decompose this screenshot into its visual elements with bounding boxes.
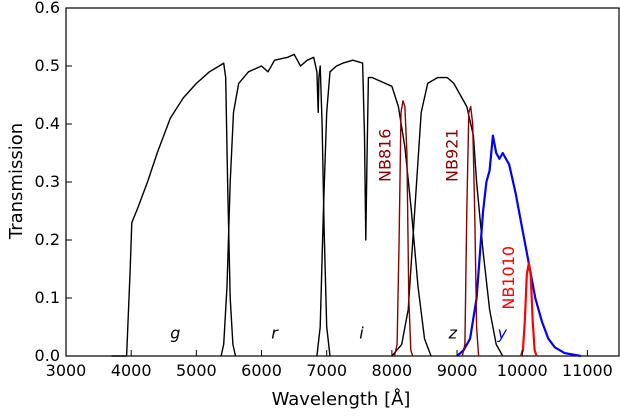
- y-tick-label: 0.6: [35, 0, 60, 17]
- x-tick-label: 11000: [562, 361, 613, 380]
- x-axis: 3000 4000 5000 6000 7000 8000 9000 10000 11000: [46, 350, 613, 380]
- label-z: z: [448, 324, 458, 343]
- y-axis-label: Transmission: [6, 123, 27, 240]
- curve-z: [391, 76, 504, 357]
- y-tick-label: 0.4: [35, 114, 60, 133]
- y-axis: 0.0 0.1 0.2 0.3 0.4 0.5 0.6: [35, 0, 72, 365]
- label-nb1010: NB1010: [499, 246, 518, 310]
- label-nb921: NB921: [443, 129, 462, 182]
- label-r: r: [271, 324, 279, 343]
- curve-i: [316, 59, 432, 357]
- curve-nb816: [393, 100, 414, 357]
- x-tick-label: 9000: [437, 361, 478, 380]
- y-tick-label: 0.3: [35, 172, 60, 191]
- y-tick-label: 0.2: [35, 230, 60, 249]
- x-tick-label: 4000: [111, 361, 152, 380]
- label-nb816: NB816: [376, 129, 395, 182]
- y-tick-label: 0.1: [35, 288, 60, 307]
- label-g: g: [170, 324, 180, 343]
- x-tick-label: 7000: [306, 361, 347, 380]
- filter-labels: g r i z y NB816 NB921 NB1010: [170, 129, 517, 343]
- x-tick-label: 8000: [372, 361, 413, 380]
- x-tick-label: 5000: [176, 361, 217, 380]
- y-tick-label: 0.5: [35, 56, 60, 75]
- label-i: i: [359, 324, 364, 343]
- label-y: y: [496, 324, 507, 343]
- curve-r: [220, 53, 331, 357]
- y-tick-label: 0.0: [35, 346, 60, 365]
- filter-curves: [111, 53, 582, 358]
- x-tick-label: 3000: [46, 361, 87, 380]
- curve-g: [111, 62, 237, 357]
- curve-nb1010: [519, 262, 538, 357]
- x-tick-label: 6000: [241, 361, 282, 380]
- x-axis-label: Wavelength [Å]: [272, 388, 411, 410]
- curve-y: [456, 134, 582, 358]
- x-tick-label: 10000: [497, 361, 548, 380]
- curve-nb921: [461, 105, 480, 357]
